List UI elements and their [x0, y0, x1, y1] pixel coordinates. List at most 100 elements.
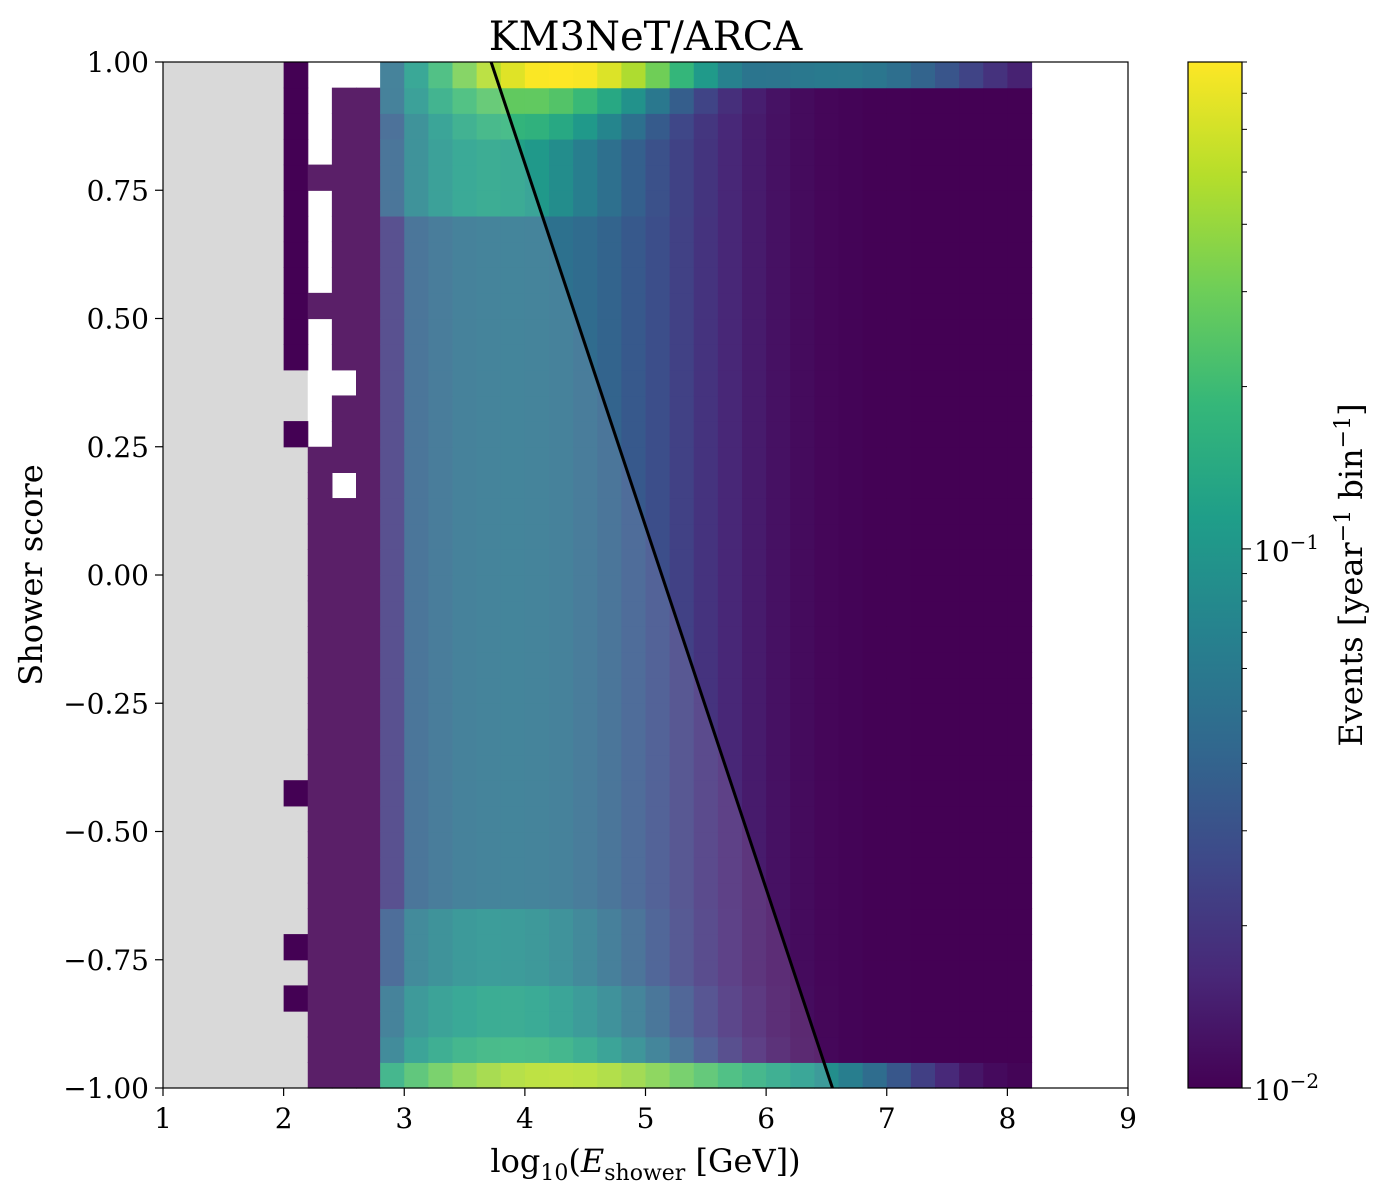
heatmap-cell — [621, 1036, 647, 1063]
heatmap-cell — [428, 369, 454, 397]
heatmap-cell — [669, 1036, 695, 1063]
heatmap-cell — [573, 985, 598, 1012]
heatmap-cell — [428, 472, 454, 499]
heatmap-cell — [621, 651, 647, 679]
heatmap-cell — [814, 985, 840, 1012]
heatmap-cell — [331, 857, 357, 884]
heatmap-cell — [790, 831, 815, 858]
heatmap-cell — [428, 267, 454, 294]
heatmap-cell — [500, 1011, 526, 1038]
heatmap-cell — [669, 985, 695, 1012]
heatmap-cell — [428, 677, 454, 704]
heatmap-cell — [573, 857, 598, 884]
heatmap-cell — [669, 215, 695, 243]
heatmap-cell — [549, 164, 574, 191]
heatmap-cell — [693, 882, 719, 910]
heatmap-cell — [742, 113, 767, 140]
heatmap-cell — [910, 267, 936, 294]
heatmap-cell — [838, 857, 864, 884]
heatmap-cell — [380, 703, 405, 730]
heatmap-cell — [983, 651, 1008, 679]
heatmap-cell — [742, 190, 767, 217]
heatmap-cell — [862, 959, 888, 986]
heatmap-cell — [790, 600, 815, 627]
heatmap-cell — [645, 369, 671, 397]
heatmap-cell — [935, 549, 960, 576]
heatmap-cell — [404, 1011, 429, 1038]
heatmap-cell — [452, 600, 478, 627]
heatmap-cell — [766, 831, 791, 858]
heatmap-cell — [404, 138, 429, 166]
heatmap-cell — [717, 498, 743, 525]
heatmap-cell — [910, 62, 936, 89]
heatmap-cell — [790, 344, 815, 371]
heatmap-cell — [621, 857, 647, 884]
heatmap-cell — [766, 421, 791, 448]
heatmap-cell — [476, 934, 502, 961]
heatmap-cell — [573, 780, 598, 807]
heatmap-cell — [356, 190, 381, 217]
heatmap-cell — [331, 395, 357, 422]
heatmap-cell — [862, 138, 888, 166]
heatmap-cell — [549, 421, 574, 448]
heatmap-cell — [500, 805, 526, 833]
heatmap-cell — [500, 369, 526, 397]
heatmap-cell — [959, 190, 984, 217]
heatmap-cell — [549, 215, 574, 243]
heatmap-cell — [838, 831, 864, 858]
heatmap-cell — [838, 985, 864, 1012]
heatmap-cell — [573, 754, 598, 781]
heatmap-cell — [404, 318, 429, 345]
heatmap-cell — [886, 190, 912, 217]
heatmap-cell — [910, 934, 936, 961]
heatmap-cell — [814, 292, 840, 320]
heatmap-cell — [452, 1062, 478, 1089]
heatmap-cell — [380, 959, 405, 986]
heatmap-cell — [428, 138, 454, 166]
heatmap-cell — [693, 651, 719, 679]
heatmap-cell — [983, 113, 1008, 140]
heatmap-cell — [428, 1036, 454, 1063]
heatmap-cell — [935, 882, 960, 910]
heatmap-cell — [476, 446, 502, 473]
heatmap-cell — [645, 857, 671, 884]
heatmap-cell — [428, 215, 454, 243]
chart-title: KM3NeT/ARCA — [489, 14, 804, 60]
heatmap-cell — [814, 318, 840, 345]
cb-label-sup1: −1 — [1331, 510, 1356, 542]
heatmap-cell — [862, 344, 888, 371]
heatmap-cell — [380, 882, 405, 910]
heatmap-cell — [838, 780, 864, 807]
heatmap-cell — [693, 985, 719, 1012]
heatmap-cell — [307, 908, 333, 935]
heatmap-cell — [766, 267, 791, 294]
heatmap-cell — [983, 549, 1008, 576]
heatmap-cell — [597, 780, 622, 807]
heatmap-cell — [742, 523, 767, 550]
heatmap-cell — [742, 241, 767, 268]
heatmap-cell — [693, 421, 719, 448]
heatmap-cell — [283, 780, 309, 807]
heatmap-cell — [814, 241, 840, 268]
heatmap-cell — [693, 780, 719, 807]
heatmap-cell — [356, 446, 381, 473]
heatmap-cell — [645, 908, 671, 935]
y-tick-label: −0.25 — [63, 687, 149, 720]
heatmap-cell — [597, 292, 622, 320]
cb-label-post: ] — [1332, 403, 1370, 415]
heatmap-cell — [549, 626, 574, 653]
heatmap-cell — [331, 1011, 357, 1038]
heatmap-cell — [573, 908, 598, 935]
heatmap-cell — [838, 190, 864, 217]
heatmap-cell — [862, 934, 888, 961]
heatmap-cell — [573, 62, 598, 89]
heatmap-cell — [766, 241, 791, 268]
heatmap-cell — [766, 292, 791, 320]
heatmap-cell — [717, 959, 743, 986]
heatmap-cell — [814, 959, 840, 986]
heatmap-cell — [307, 1062, 333, 1089]
heatmap-cell — [766, 651, 791, 679]
heatmap-cell — [935, 908, 960, 935]
heatmap-cell — [959, 985, 984, 1012]
heatmap-cell — [573, 164, 598, 191]
